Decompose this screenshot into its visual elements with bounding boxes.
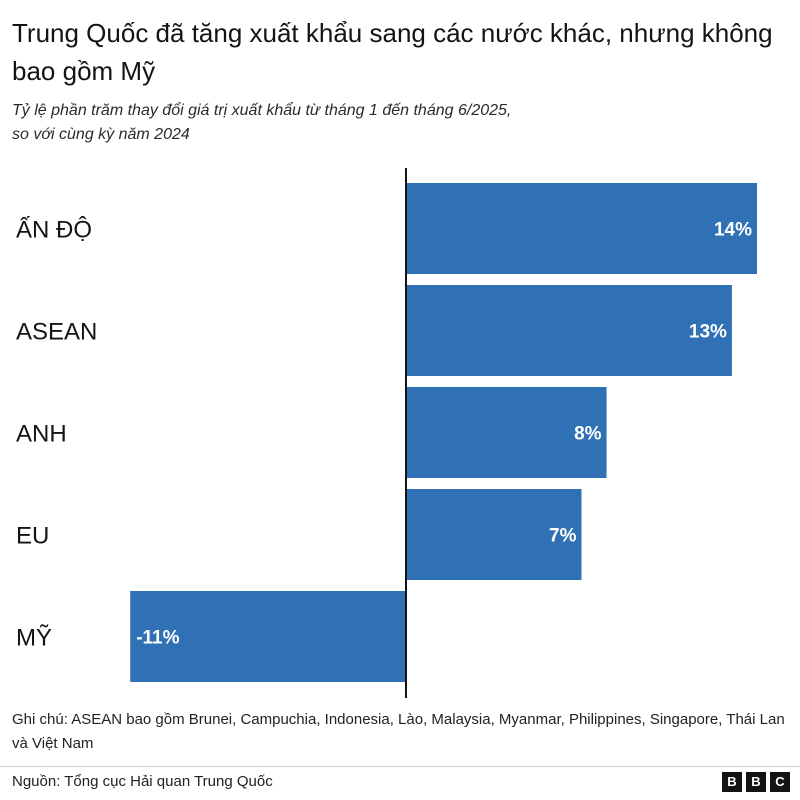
data-label-4: -11%	[136, 628, 179, 649]
chart-subtitle: Tỷ lệ phần trăm thay đổi giá trị xuất kh…	[12, 99, 788, 147]
data-label-2: 8%	[574, 424, 602, 445]
category-label-2: ANH	[16, 421, 67, 448]
subtitle-line-1: Tỷ lệ phần trăm thay đổi giá trị xuất kh…	[12, 102, 512, 119]
logo-letter-3: C	[770, 772, 790, 792]
chart-title: Trung Quốc đã tăng xuất khẩu sang các nư…	[12, 18, 773, 86]
data-label-0: 14%	[714, 220, 752, 241]
chart-note: Ghi chú: ASEAN bao gồm Brunei, Campuchia…	[12, 711, 785, 752]
bar-1	[406, 285, 732, 376]
source-text: Nguồn: Tổng cục Hải quan Trung Quốc	[12, 773, 273, 790]
bar-3	[406, 489, 582, 580]
bar-chart: ẤN ĐỘ 14% ASEAN 13% ANH 8% EU 7% MỸ -11%	[16, 168, 757, 698]
bar-4	[130, 591, 406, 682]
bar-0	[406, 183, 757, 274]
subtitle-line-2: so với cùng kỳ năm 2024	[12, 126, 190, 143]
bbc-logo: B B C	[722, 772, 790, 792]
category-label-4: MỸ	[16, 625, 52, 652]
footer-divider	[0, 766, 800, 767]
category-label-0: ẤN ĐỘ	[16, 216, 92, 244]
logo-letter-2: B	[746, 772, 766, 792]
bar-2	[406, 387, 607, 478]
data-label-3: 7%	[549, 526, 577, 547]
category-label-3: EU	[16, 523, 49, 550]
logo-letter-1: B	[722, 772, 742, 792]
data-label-1: 13%	[689, 322, 727, 343]
category-label-1: ASEAN	[16, 319, 97, 346]
